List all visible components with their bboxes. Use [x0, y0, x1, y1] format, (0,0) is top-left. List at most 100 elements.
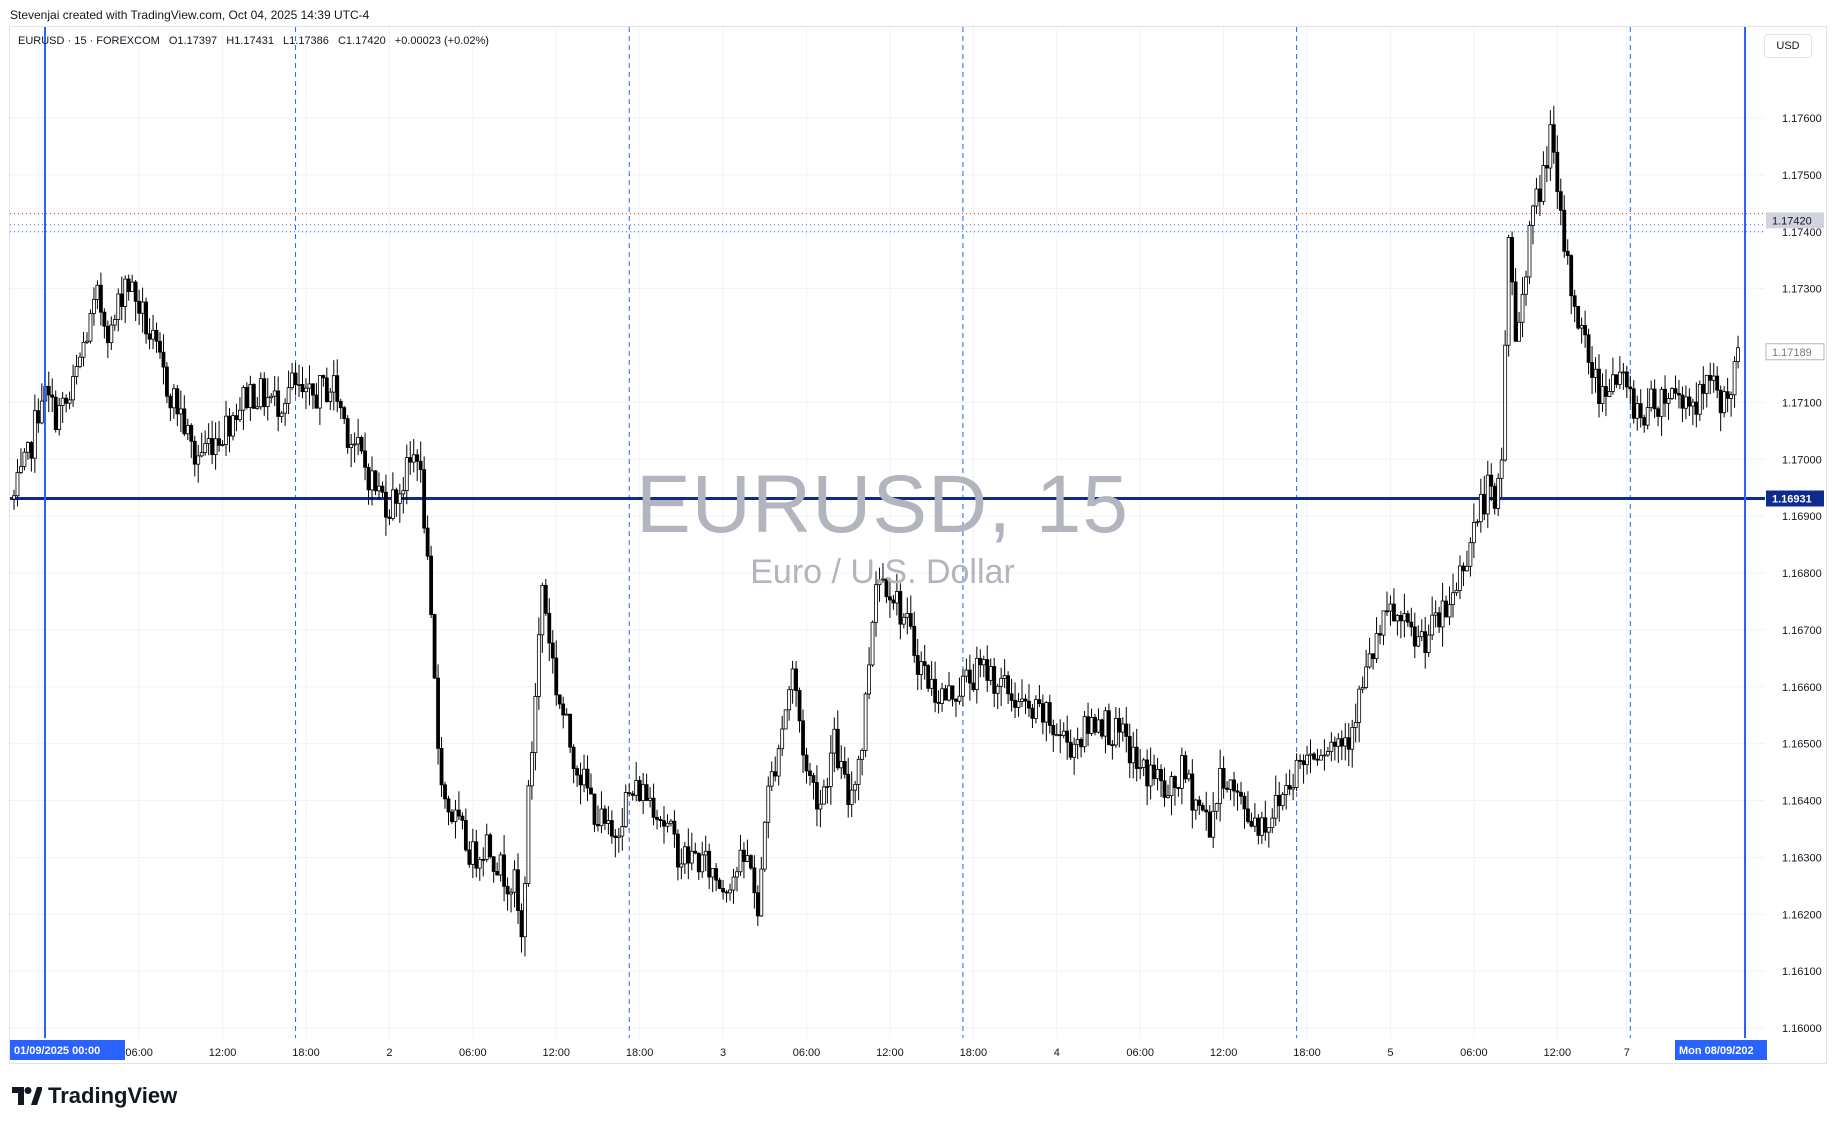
candle-body — [293, 372, 298, 386]
currency-button[interactable]: USD — [1764, 34, 1812, 58]
candle-body — [1475, 521, 1480, 524]
candle-body — [1249, 821, 1254, 827]
candle-body — [1465, 565, 1469, 572]
candle-layer — [12, 105, 1740, 957]
candle-body — [801, 720, 805, 756]
candle-body — [1162, 780, 1167, 798]
candle-body — [1715, 375, 1720, 391]
candle-body — [140, 301, 145, 314]
candle-body — [815, 782, 819, 810]
candle-body — [29, 442, 34, 459]
candle-body — [224, 415, 228, 445]
candle-body — [1732, 361, 1737, 396]
y-tick-label: 1.17400 — [1782, 227, 1822, 239]
date-marker-label: Mon 08/09/202 — [1679, 1045, 1754, 1057]
candle-body — [1430, 614, 1435, 636]
candle-body — [1252, 817, 1257, 827]
candle-body — [227, 415, 232, 437]
candle-body — [95, 284, 100, 300]
candle-body — [1579, 325, 1584, 329]
candle-body — [1173, 776, 1177, 788]
candle-body — [1670, 388, 1674, 399]
candle-body — [766, 785, 771, 823]
y-tick-label: 1.16800 — [1782, 568, 1822, 580]
tradingview-brand[interactable]: TradingView — [12, 1083, 177, 1109]
candle-body — [1666, 398, 1671, 404]
candle-body — [1367, 653, 1372, 668]
candle-body — [1256, 817, 1261, 836]
candle-body — [1524, 276, 1528, 295]
candle-body — [342, 407, 347, 419]
candle-body — [15, 472, 20, 497]
candle-body — [26, 442, 30, 453]
candle-body — [119, 293, 124, 307]
candle-body — [780, 728, 785, 750]
candle-body — [151, 329, 155, 340]
candle-body — [961, 675, 965, 697]
candle-body — [776, 748, 781, 777]
candle-body — [1166, 795, 1170, 798]
candle-body — [1259, 817, 1264, 836]
candle-body — [1374, 633, 1379, 660]
candle-body — [1207, 811, 1212, 838]
candle-body — [1628, 386, 1633, 390]
candle-body — [1492, 485, 1497, 509]
candle-body — [689, 850, 694, 864]
candle-body — [67, 399, 72, 404]
candle-body — [1416, 636, 1421, 647]
candle-body — [1270, 817, 1275, 828]
chart-frame — [9, 26, 1827, 1064]
candle-body — [1437, 612, 1442, 628]
candle-body — [1471, 522, 1476, 544]
candle-body — [759, 868, 764, 917]
candle-body — [627, 792, 632, 795]
x-tick-label: 06:00 — [793, 1047, 821, 1059]
legend-close: C1.17420 — [337, 35, 386, 47]
candle-body — [1263, 817, 1268, 833]
x-tick-label: 18:00 — [292, 1047, 320, 1059]
candle-body — [168, 395, 173, 409]
candle-body — [804, 754, 809, 772]
candle-body — [603, 808, 607, 824]
candle-body — [231, 415, 235, 437]
candle-body — [314, 394, 319, 409]
x-tick-label: 12:00 — [1544, 1047, 1572, 1059]
candle-body — [12, 495, 16, 500]
candle-body — [359, 437, 364, 452]
x-tick-label: 06:00 — [459, 1047, 487, 1059]
candle-body — [147, 333, 152, 340]
candle-body — [557, 694, 562, 705]
candle-body — [940, 688, 944, 704]
candle-body — [373, 470, 378, 492]
candle-body — [609, 820, 614, 837]
candle-body — [797, 690, 802, 722]
candle-body — [637, 780, 642, 802]
candle-body — [415, 454, 420, 462]
candle-body — [1718, 389, 1723, 414]
candle-body — [742, 849, 746, 862]
candle-body — [297, 384, 301, 386]
candle-body — [981, 659, 986, 666]
candle-body — [133, 281, 138, 302]
candle-body — [335, 375, 340, 402]
candle-body — [1583, 325, 1588, 336]
candle-body — [547, 612, 552, 644]
candle-body — [1214, 803, 1219, 812]
candle-body — [1506, 237, 1511, 346]
candle-body — [616, 835, 621, 838]
candle-body — [349, 444, 354, 448]
candle-body — [644, 784, 649, 801]
legend-symbol[interactable]: EURUSD · 15 · FOREXCOM — [18, 35, 160, 47]
candle-body — [432, 614, 437, 679]
candle-body — [648, 797, 652, 801]
candle-body — [867, 664, 871, 695]
candle-body — [1656, 408, 1661, 417]
candle-body — [1635, 403, 1640, 419]
candle-body — [856, 758, 861, 785]
candle-body — [1047, 702, 1052, 726]
date-marker-label: 01/09/2025 00:00 — [14, 1045, 100, 1057]
candle-body — [1499, 459, 1504, 479]
candle-body — [526, 785, 531, 885]
candle-body — [311, 383, 315, 396]
